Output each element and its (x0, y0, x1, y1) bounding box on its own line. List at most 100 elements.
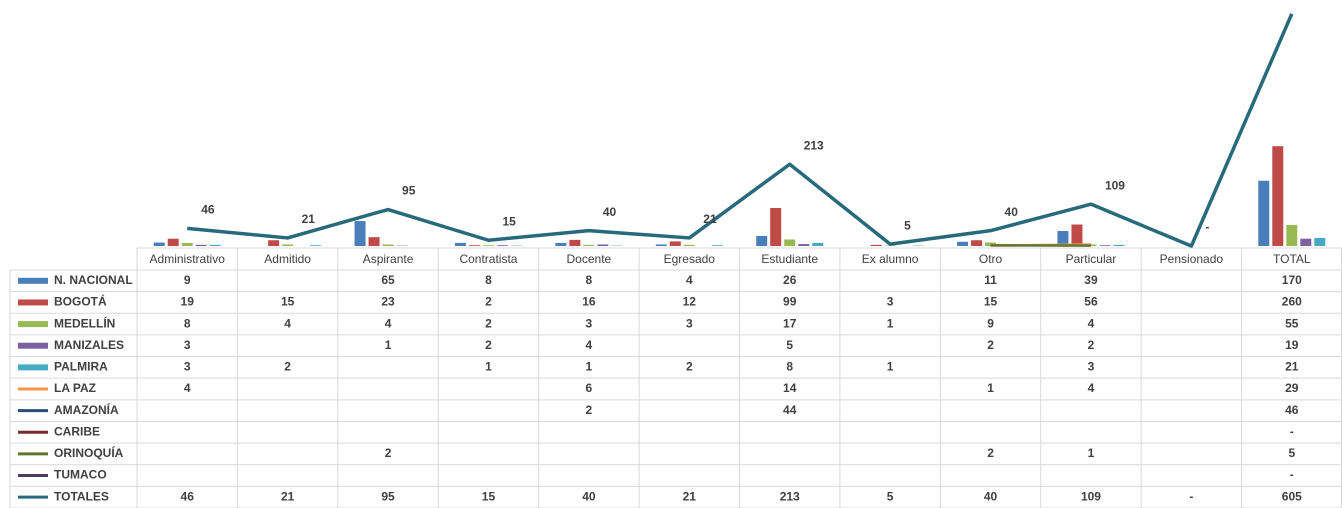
table-cell: 2 (987, 446, 994, 460)
table-cell: 4 (184, 381, 191, 395)
table-cell: 15 (984, 295, 998, 309)
table-cell: 1 (887, 316, 894, 330)
table-cell: 213 (780, 489, 800, 503)
bar (555, 242, 567, 246)
table-cell: 29 (1285, 381, 1299, 395)
data-label: 605 (1306, 0, 1326, 2)
series-name: AMAZONÍA (54, 402, 119, 417)
table-cell: 26 (783, 273, 797, 287)
table-cell: 16 (582, 295, 596, 309)
bar (195, 244, 207, 246)
legend-swatch (18, 277, 48, 284)
table-cell: 4 (586, 338, 593, 352)
table-cell: 605 (1282, 489, 1302, 503)
column-header: Contratista (459, 252, 517, 266)
bar (1300, 238, 1312, 246)
table-cell: 4 (686, 273, 693, 287)
series-name: TUMACO (54, 468, 107, 482)
table-cell: 95 (381, 489, 395, 503)
bar (354, 221, 366, 246)
table-cell: 2 (485, 338, 492, 352)
table-cell: 170 (1282, 273, 1302, 287)
bar (482, 245, 494, 246)
table-cell: 46 (181, 489, 195, 503)
table-cell: 8 (184, 316, 191, 330)
column-header: Otro (979, 252, 1003, 266)
table-cell: 39 (1084, 273, 1098, 287)
bar (784, 239, 796, 246)
data-label: 5 (904, 218, 911, 232)
table-cell: 3 (686, 316, 693, 330)
column-header: Egresado (664, 252, 716, 266)
legend-swatch (18, 321, 48, 328)
bar (655, 244, 667, 246)
table-cell: 2 (485, 316, 492, 330)
bar (181, 242, 193, 246)
column-header: Estudiante (761, 252, 818, 266)
table-cell: 3 (887, 295, 894, 309)
bar (1272, 146, 1284, 246)
table-cell: 5 (887, 489, 894, 503)
table-cell: 260 (1282, 295, 1302, 309)
table-cell: 1 (586, 360, 593, 374)
series-name: BOGOTÁ (54, 294, 107, 309)
table-cell: 99 (783, 295, 797, 309)
table-cell: 4 (1088, 381, 1095, 395)
bar (985, 242, 997, 246)
series-name: PALMIRA (54, 360, 108, 374)
table-cell: 2 (686, 360, 693, 374)
series-name: LA PAZ (54, 381, 96, 395)
table-cell: 56 (1084, 295, 1098, 309)
table-cell: 5 (1288, 446, 1295, 460)
table-cell: 12 (683, 295, 697, 309)
table-cell: - (1189, 489, 1193, 503)
column-header: TOTAL (1273, 252, 1311, 266)
table-cell: 9 (184, 273, 191, 287)
bar (798, 244, 810, 246)
bar (167, 238, 179, 246)
table-cell: - (1290, 424, 1294, 438)
table-cell: 8 (586, 273, 593, 287)
table-cell: 4 (385, 316, 392, 330)
series-name: TOTALES (54, 489, 109, 503)
bar (1057, 231, 1069, 246)
bar (1099, 245, 1111, 246)
table-cell: 23 (381, 295, 395, 309)
table-cell: 3 (184, 338, 191, 352)
table-cell: 2 (385, 446, 392, 460)
data-label: 109 (1105, 178, 1125, 192)
bar (454, 242, 466, 246)
table-cell: 8 (786, 360, 793, 374)
table-cell: 65 (381, 273, 395, 287)
table-cell: 15 (482, 489, 496, 503)
column-header: Pensionado (1160, 252, 1224, 266)
bar (368, 237, 380, 246)
table-cell: 44 (783, 403, 797, 417)
table-cell: 40 (582, 489, 596, 503)
table-cell: 19 (1285, 338, 1299, 352)
table-cell: 21 (1285, 360, 1299, 374)
bar (971, 240, 983, 246)
data-label: 95 (402, 184, 416, 198)
table-cell: 3 (586, 316, 593, 330)
table-cell: 21 (683, 489, 697, 503)
table-cell: 2 (586, 403, 593, 417)
table-cell: 6 (586, 381, 593, 395)
table-cell: 1 (385, 338, 392, 352)
bar (209, 244, 221, 246)
table-cell: 9 (987, 316, 994, 330)
data-label: 40 (1005, 205, 1019, 219)
column-header: Admitido (264, 252, 311, 266)
bar (268, 240, 280, 246)
table-cell: 40 (984, 489, 998, 503)
legend-swatch (18, 299, 48, 306)
legend-swatch (18, 364, 48, 371)
bar (870, 244, 882, 246)
data-label: 46 (201, 203, 215, 217)
series-name: ORINOQUÍA (54, 445, 124, 460)
table-cell: 55 (1285, 316, 1299, 330)
table-cell: 1 (1088, 446, 1095, 460)
bar (310, 245, 322, 246)
table-cell: 14 (783, 381, 797, 395)
bar (597, 244, 609, 246)
